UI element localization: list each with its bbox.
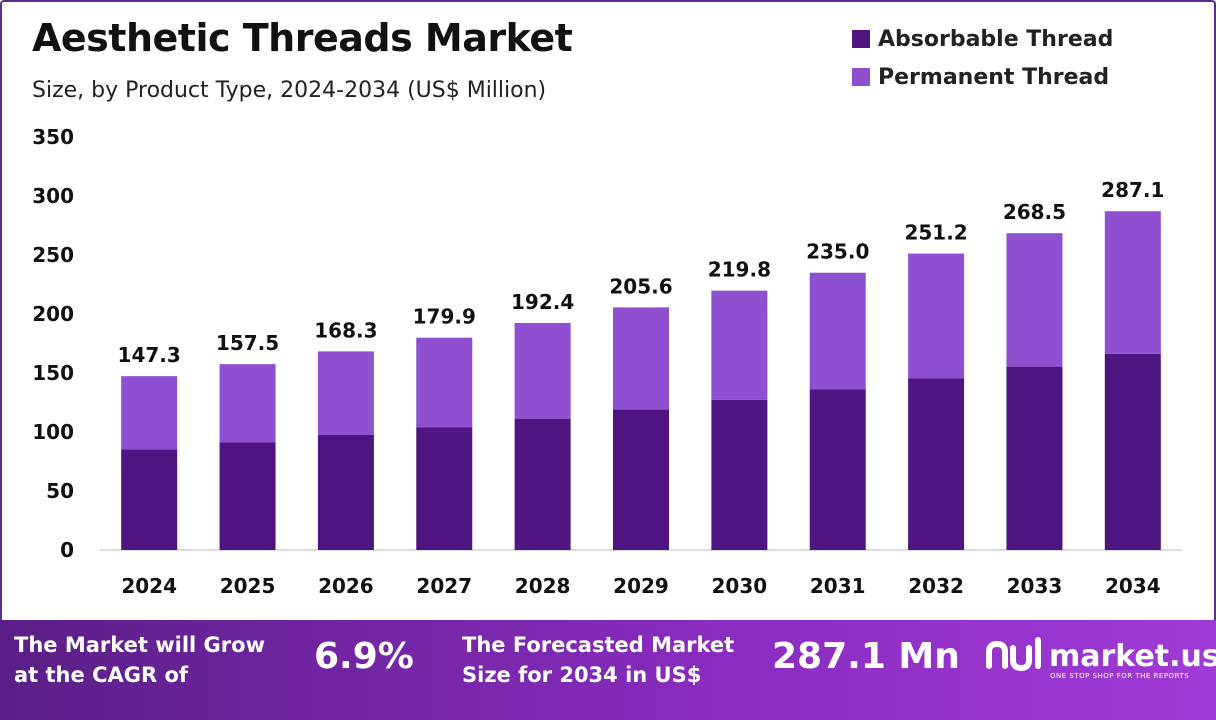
y-tick-label: 200	[32, 302, 74, 326]
bar-permanent	[317, 351, 374, 435]
bar-total-label: 268.5	[1003, 200, 1066, 224]
bar-permanent	[121, 376, 178, 450]
bar-absorbable	[219, 442, 276, 550]
cagr-text-line2: at the CAGR of	[14, 663, 189, 687]
bar-permanent	[613, 307, 669, 410]
bar-permanent	[908, 253, 965, 379]
chart-subtitle: Size, by Product Type, 2024-2034 (US$ Mi…	[32, 78, 547, 103]
legend: Absorbable Thread Permanent Thread	[852, 20, 1113, 96]
bar-total-label: 168.3	[314, 318, 377, 342]
bar-permanent	[514, 322, 571, 419]
x-tick-label: 2032	[908, 574, 964, 598]
bar-total-label: 147.3	[118, 343, 181, 367]
cagr-text-line1: The Market will Grow	[14, 633, 265, 657]
bar-total-label: 157.5	[216, 331, 279, 355]
chart-title: Aesthetic Threads Market	[32, 16, 573, 60]
bar-absorbable	[613, 409, 669, 550]
y-tick-label: 250	[32, 243, 74, 267]
bar-absorbable	[809, 389, 866, 550]
cagr-value: 6.9%	[314, 636, 414, 677]
bar-permanent	[809, 272, 866, 390]
x-tick-label: 2026	[318, 574, 374, 598]
bar-permanent	[416, 337, 473, 428]
y-tick-label: 50	[46, 479, 74, 503]
x-tick-label: 2031	[810, 574, 866, 598]
bar-permanent	[1104, 211, 1161, 354]
brand-tagline: ONE STOP SHOP FOR THE REPORTS	[1050, 672, 1190, 680]
legend-item-permanent: Permanent Thread	[852, 58, 1113, 96]
y-tick-label: 0	[60, 538, 74, 562]
bar-total-label: 251.2	[904, 221, 967, 245]
legend-label-permanent: Permanent Thread	[878, 64, 1110, 90]
x-tick-label: 2027	[416, 574, 472, 598]
legend-label-absorbable: Absorbable Thread	[878, 26, 1114, 52]
x-tick-label: 2028	[515, 574, 571, 598]
bar-total-label: 205.6	[609, 274, 672, 298]
bar-absorbable	[1006, 366, 1063, 550]
forecast-text-line1: The Forecasted Market	[462, 633, 735, 657]
x-tick-label: 2024	[121, 574, 177, 598]
forecast-value: 287.1 Mn	[772, 636, 960, 677]
bar-total-label: 235.0	[806, 240, 869, 264]
y-tick-label: 300	[32, 184, 74, 208]
x-tick-label: 2034	[1105, 574, 1161, 598]
summary-banner: The Market will Grow at the CAGR of 6.9%…	[0, 620, 1216, 720]
bar-absorbable	[908, 378, 965, 550]
forecast-text-line2: Size for 2034 in US$	[462, 663, 702, 687]
x-tick-label: 2029	[613, 574, 669, 598]
bar-permanent	[219, 364, 276, 443]
brand-name: market.us	[1049, 638, 1216, 674]
y-tick-label: 100	[32, 420, 74, 444]
y-tick-label: 350	[32, 125, 74, 149]
bar-absorbable	[514, 418, 571, 550]
legend-swatch-absorbable	[852, 30, 870, 48]
bar-absorbable	[121, 449, 178, 550]
legend-item-absorbable: Absorbable Thread	[852, 20, 1113, 58]
bar-permanent	[711, 290, 768, 400]
bar-permanent	[1006, 233, 1063, 367]
x-tick-label: 2025	[220, 574, 276, 598]
bar-total-label: 219.8	[708, 258, 771, 282]
bar-absorbable	[416, 427, 473, 550]
legend-swatch-permanent	[852, 68, 870, 86]
market-us-logo-icon	[986, 637, 1041, 672]
bar-absorbable	[317, 434, 374, 550]
bar-absorbable	[1104, 353, 1161, 550]
bar-total-label: 192.4	[511, 290, 574, 314]
bar-chart: 0 50 100 150 200 250 300 350 147.3 2024 157.5 2025 1…	[32, 125, 1182, 598]
bar-absorbable	[711, 399, 768, 550]
bar-total-label: 179.9	[413, 305, 476, 329]
x-tick-label: 2030	[712, 574, 768, 598]
brand-logo: market.us	[985, 636, 1216, 676]
x-tick-label: 2033	[1007, 574, 1063, 598]
bar-total-label: 287.1	[1101, 178, 1164, 202]
y-tick-label: 150	[32, 361, 74, 385]
